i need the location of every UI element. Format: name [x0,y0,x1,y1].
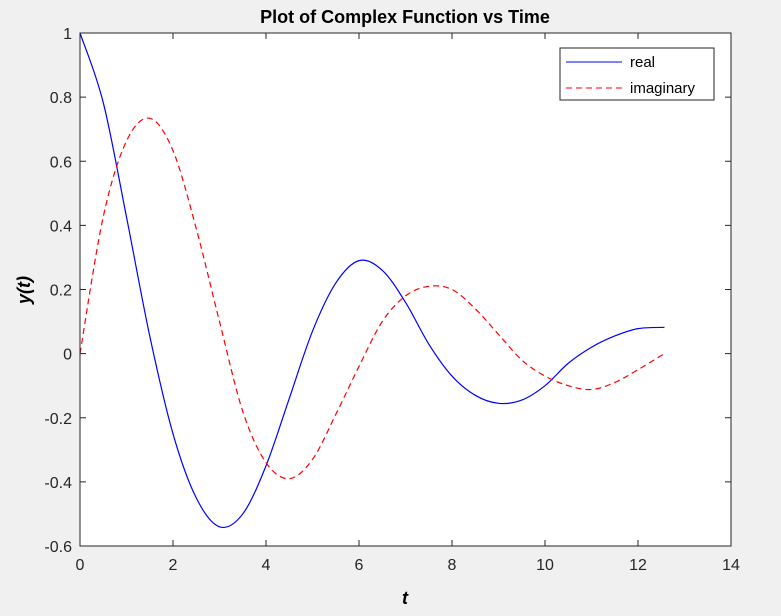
x-tick-label: 8 [448,557,457,574]
y-tick-label: -0.2 [44,411,72,428]
y-tick-label: 0.6 [50,154,72,171]
series-line-real [79,32,665,528]
x-tick-label: 2 [169,557,178,574]
legend-label-imaginary: imaginary [630,80,696,97]
x-tick-label: 10 [536,557,554,574]
x-tick-label: 6 [355,557,364,574]
series-line-imaginary [79,117,665,480]
x-tick-label: 14 [722,557,740,574]
y-tick-label: 0.4 [50,218,72,235]
legend-label-real: real [630,54,655,71]
y-axis-label: y(t) [14,276,34,305]
series-layer [79,32,665,528]
plot-border [79,32,732,547]
x-tick-label: 4 [262,557,271,574]
y-tick-label: 0 [63,347,72,364]
y-tick-label: -0.6 [44,539,72,556]
legend: real imaginary [559,47,715,101]
legend-box [559,47,715,101]
chart-title: Plot of Complex Function vs Time [260,7,550,27]
y-tick-label: 0.8 [50,90,72,107]
plot-area [80,33,731,546]
y-tick-label: 0.2 [50,283,72,300]
x-tick-label: 0 [76,557,85,574]
x-tick-label: 12 [629,557,647,574]
y-tick-label: 1 [63,26,72,43]
x-axis-label: t [402,588,409,608]
y-tick-label: -0.4 [44,475,72,492]
